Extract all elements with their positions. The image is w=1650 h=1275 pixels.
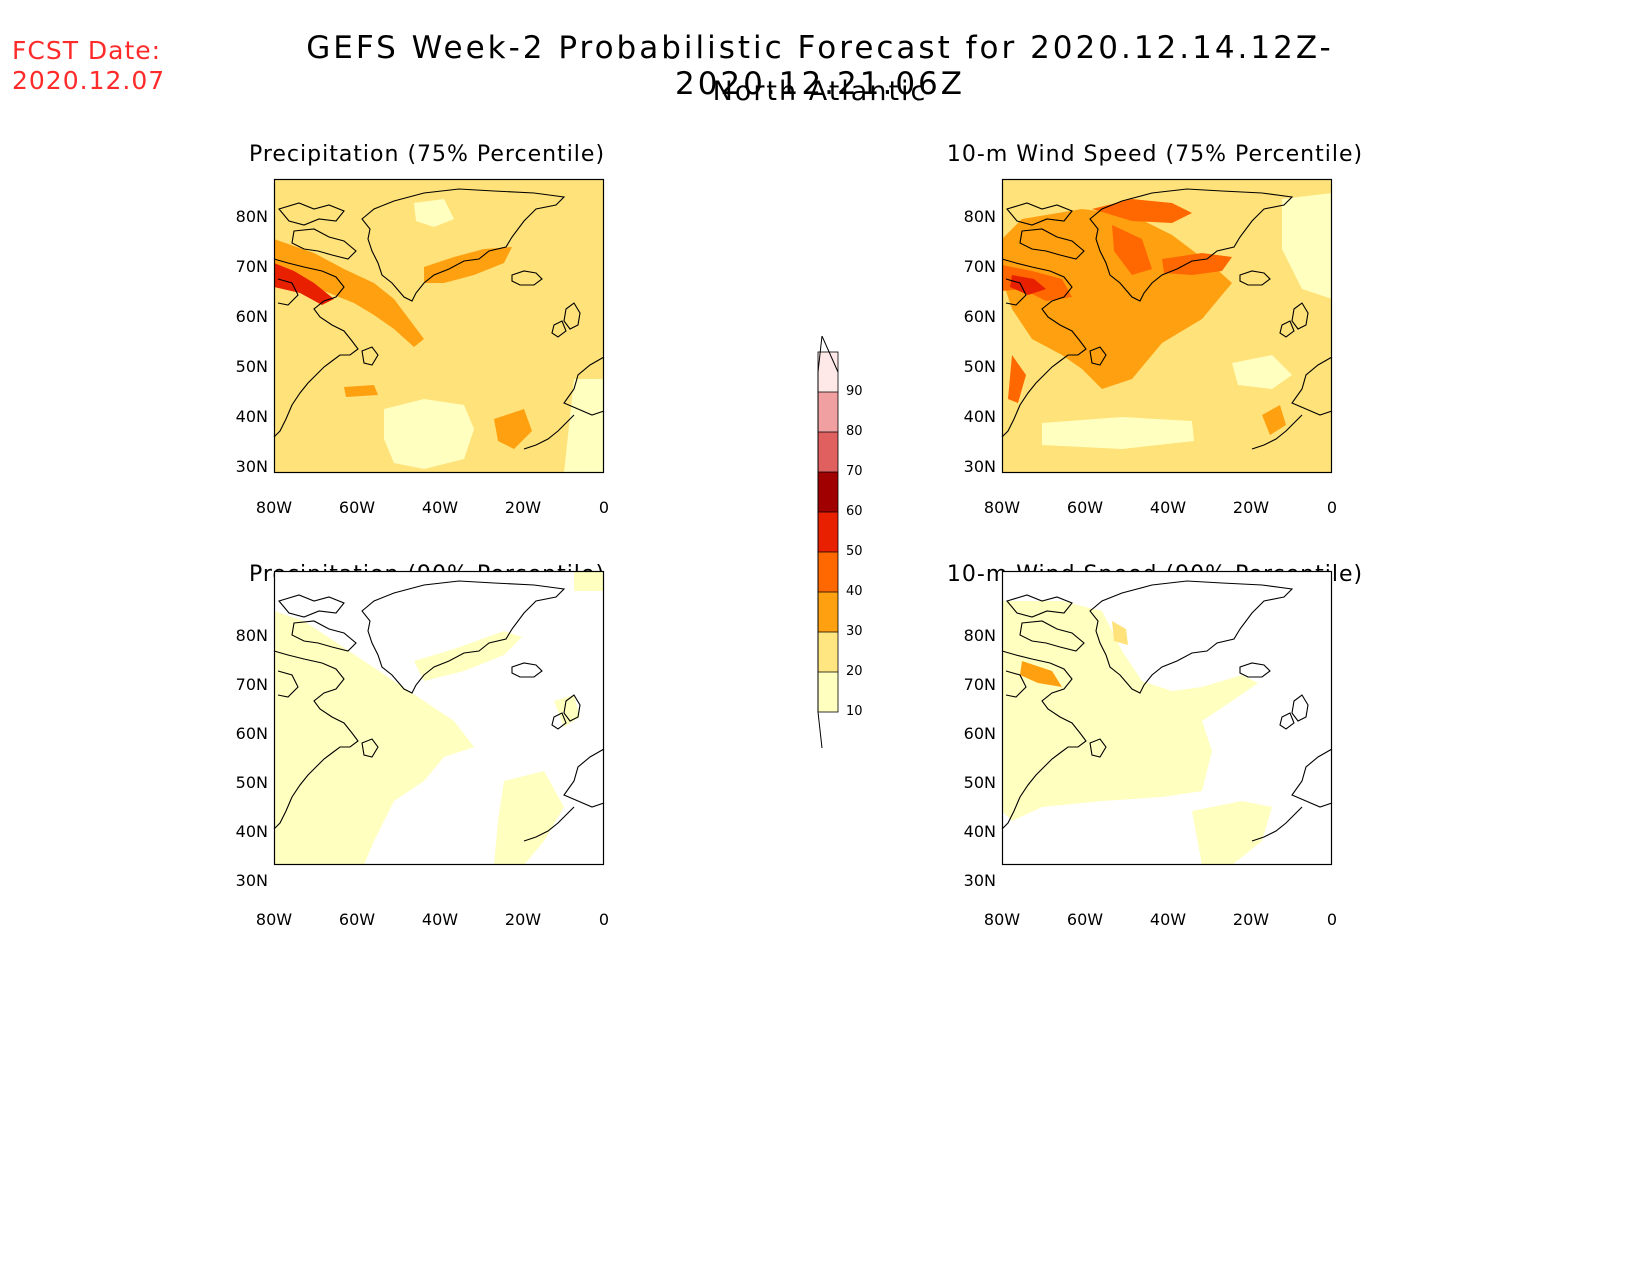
colorbar-segment	[818, 552, 838, 592]
lon-label: 80W	[255, 498, 293, 517]
map-wind-75	[1001, 178, 1333, 474]
lon-label: 40W	[1149, 910, 1187, 929]
lon-label: 60W	[1066, 498, 1104, 517]
colorbar-segment	[818, 352, 838, 392]
lon-label: 20W	[504, 910, 542, 929]
lat-label: 40N	[963, 822, 996, 841]
map-precip-75	[273, 178, 605, 474]
lat-label: 80N	[235, 626, 268, 645]
forecast-date-block: FCST Date: 2020.12.07	[12, 36, 165, 96]
lat-label: 40N	[235, 822, 268, 841]
lon-label: 40W	[421, 910, 459, 929]
lat-label: 80N	[963, 626, 996, 645]
lat-label: 40N	[963, 407, 996, 426]
lat-label: 70N	[963, 257, 996, 276]
colorbar-label: 50	[846, 544, 863, 559]
lon-label: 0	[598, 910, 610, 929]
lat-label: 60N	[963, 307, 996, 326]
lat-label: 50N	[235, 357, 268, 376]
map-wind-90	[1001, 570, 1333, 866]
lat-label: 50N	[963, 773, 996, 792]
lon-label: 20W	[1232, 910, 1270, 929]
colorbar	[817, 336, 839, 748]
lon-label: 20W	[504, 498, 542, 517]
lat-label: 70N	[235, 675, 268, 694]
lat-label: 80N	[963, 207, 996, 226]
lat-label: 60N	[963, 724, 996, 743]
colorbar-label: 60	[846, 504, 863, 519]
lon-label: 60W	[338, 910, 376, 929]
lat-label: 30N	[235, 871, 268, 890]
colorbar-segment	[818, 672, 838, 712]
lat-label: 30N	[963, 457, 996, 476]
colorbar-label: 80	[846, 424, 863, 439]
forecast-date-label: FCST Date:	[12, 36, 162, 65]
lon-label: 40W	[1149, 498, 1187, 517]
lat-label: 60N	[235, 724, 268, 743]
colorbar-label: 70	[846, 464, 863, 479]
lon-label: 80W	[983, 498, 1021, 517]
map-precip-90	[273, 570, 605, 866]
lon-label: 20W	[1232, 498, 1270, 517]
lat-label: 50N	[235, 773, 268, 792]
colorbar-segment	[818, 592, 838, 632]
colorbar-segment	[818, 512, 838, 552]
panel-title-wind-75: 10-m Wind Speed (75% Percentile)	[946, 142, 1364, 167]
lon-label: 0	[1326, 910, 1338, 929]
page-title: GEFS Week-2 Probabilistic Forecast for 2…	[306, 30, 1334, 102]
lon-label: 60W	[1066, 910, 1104, 929]
lat-label: 70N	[235, 257, 268, 276]
lat-label: 30N	[235, 457, 268, 476]
lat-label: 50N	[963, 357, 996, 376]
colorbar-label: 90	[846, 384, 863, 399]
lon-label: 0	[598, 498, 610, 517]
lon-label: 80W	[255, 910, 293, 929]
lon-label: 40W	[421, 498, 459, 517]
lon-label: 80W	[983, 910, 1021, 929]
lat-label: 40N	[235, 407, 268, 426]
colorbar-segment	[818, 632, 838, 672]
lat-label: 70N	[963, 675, 996, 694]
colorbar-segment	[818, 432, 838, 472]
lat-label: 30N	[963, 871, 996, 890]
colorbar-label: 30	[846, 624, 863, 639]
panel-title-precip-75: Precipitation (75% Percentile)	[248, 142, 606, 167]
colorbar-label: 20	[846, 664, 863, 679]
region-title: North Atlantic	[712, 76, 928, 107]
lat-label: 60N	[235, 307, 268, 326]
lon-label: 0	[1326, 498, 1338, 517]
lon-label: 60W	[338, 498, 376, 517]
colorbar-label: 40	[846, 584, 863, 599]
colorbar-segment	[818, 472, 838, 512]
colorbar-label: 10	[846, 704, 863, 719]
forecast-date-value: 2020.12.07	[12, 66, 166, 95]
colorbar-segment	[818, 392, 838, 432]
lat-label: 80N	[235, 207, 268, 226]
